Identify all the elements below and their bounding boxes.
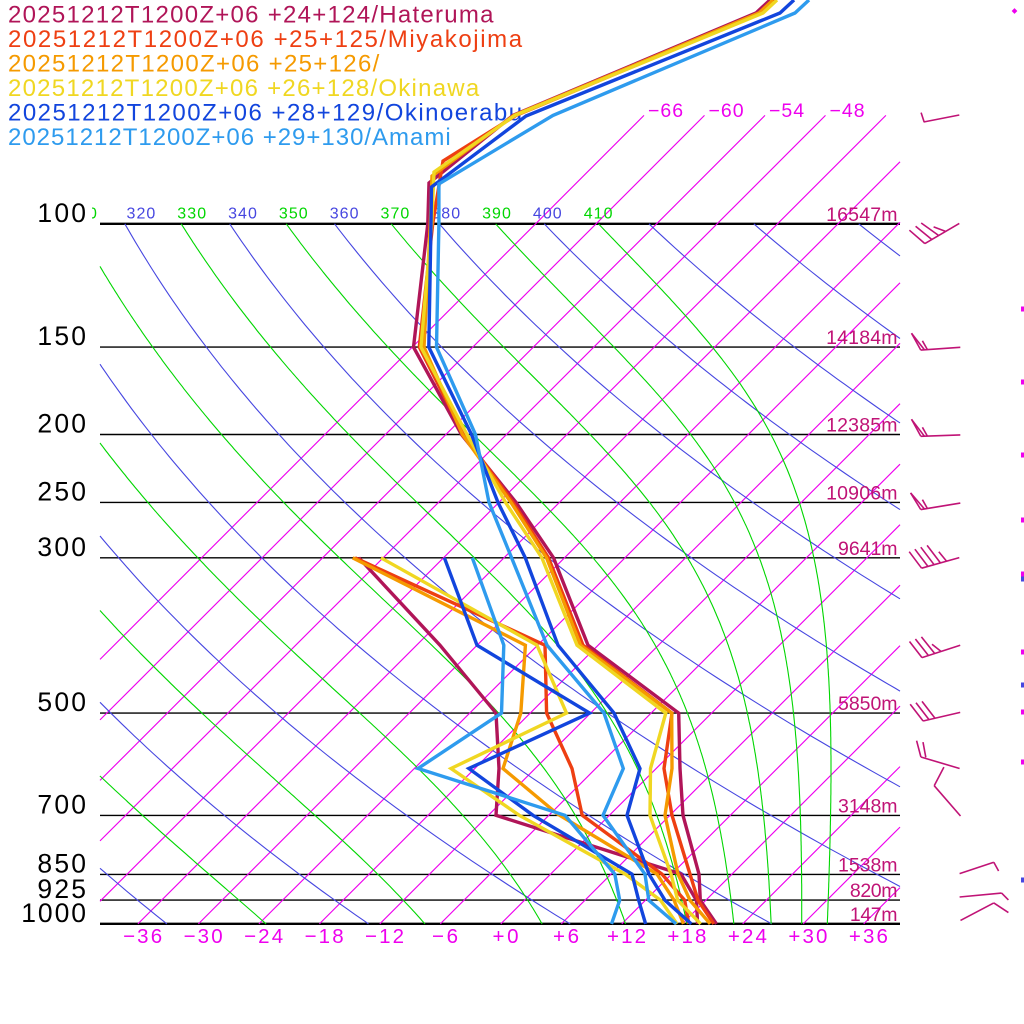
svg-text:−66: −66 <box>648 100 683 122</box>
svg-text:20251212T1200Z+06 +28+129/Okin: 20251212T1200Z+06 +28+129/Okinoerabu <box>8 99 522 126</box>
svg-text:370: 370 <box>381 206 410 223</box>
svg-text:330: 330 <box>177 206 206 223</box>
svg-text:12385m: 12385m <box>826 415 897 437</box>
svg-text:14184m: 14184m <box>826 327 897 349</box>
svg-text:10906m: 10906m <box>826 482 897 504</box>
svg-text:5850m: 5850m <box>838 693 898 715</box>
svg-text:1000: 1000 <box>21 898 86 928</box>
svg-text:250: 250 <box>37 476 86 506</box>
svg-text:20251212T1200Z+06 +24+124/Hate: 20251212T1200Z+06 +24+124/Hateruma <box>8 1 494 28</box>
svg-text:820m: 820m <box>850 880 898 902</box>
svg-text:200: 200 <box>37 409 86 439</box>
svg-text:300: 300 <box>37 532 86 562</box>
svg-text:16547m: 16547m <box>826 204 897 226</box>
svg-text:390: 390 <box>482 206 511 223</box>
svg-text:+18: +18 <box>667 925 706 948</box>
svg-text:−30: −30 <box>184 925 223 948</box>
svg-text:+36: +36 <box>849 925 888 948</box>
svg-text:350: 350 <box>279 206 308 223</box>
svg-text:20251212T1200Z+06 +25+125/Miya: 20251212T1200Z+06 +25+125/Miyakojima <box>8 26 523 53</box>
svg-text:147m: 147m <box>850 904 898 926</box>
svg-text:360: 360 <box>330 206 359 223</box>
svg-text:700: 700 <box>37 789 86 819</box>
svg-text:+24: +24 <box>728 925 767 948</box>
svg-text:+12: +12 <box>607 925 646 948</box>
svg-text:925: 925 <box>37 874 86 904</box>
svg-text:310: 310 <box>68 206 97 223</box>
svg-text:−24: −24 <box>244 925 283 948</box>
svg-text:20251212T1200Z+06 +29+130/Amam: 20251212T1200Z+06 +29+130/Amami <box>8 124 451 151</box>
svg-text:−48: −48 <box>830 100 865 122</box>
svg-text:150: 150 <box>37 321 86 351</box>
svg-text:100: 100 <box>37 198 86 228</box>
svg-text:3148m: 3148m <box>838 795 898 817</box>
svg-text:20251212T1200Z+06 +25+126/: 20251212T1200Z+06 +25+126/ <box>8 50 380 77</box>
svg-text:−60: −60 <box>709 100 744 122</box>
svg-text:1538m: 1538m <box>838 854 898 876</box>
svg-text:500: 500 <box>37 687 86 717</box>
svg-text:410: 410 <box>584 206 613 223</box>
svg-text:+30: +30 <box>788 925 827 948</box>
svg-text:−36: −36 <box>123 925 162 948</box>
svg-text:400: 400 <box>533 206 562 223</box>
svg-text:850: 850 <box>37 848 86 878</box>
svg-text:9641m: 9641m <box>838 538 898 560</box>
svg-text:−18: −18 <box>305 925 344 948</box>
svg-text:−12: −12 <box>365 925 404 948</box>
svg-text:340: 340 <box>228 206 257 223</box>
svg-text:320: 320 <box>127 206 156 223</box>
svg-text:20251212T1200Z+06 +26+128/Okin: 20251212T1200Z+06 +26+128/Okinawa <box>8 75 480 102</box>
svg-text:−54: −54 <box>769 100 804 122</box>
